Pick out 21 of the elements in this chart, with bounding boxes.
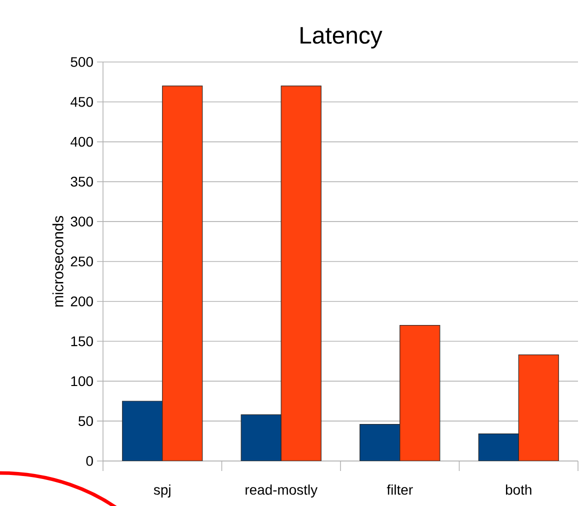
bar [478,434,519,461]
x-tick-label: filter [386,484,413,495]
y-tick-label: 250 [70,256,93,266]
x-tick-label: spj [154,484,170,498]
y-tick-label: 400 [70,136,93,147]
y-tick-label: 0 [86,456,93,466]
y-tick-label: 450 [70,96,93,107]
y-axis-title: microseconds [52,216,64,307]
y-tick-label: 300 [70,216,93,227]
y-tick-label: 50 [78,416,93,426]
bar [122,400,163,461]
y-tick-label: 150 [71,336,93,346]
y-tick-label: 200 [70,296,93,306]
chart-title: Latency [300,27,382,48]
y-tick-label: 350 [70,176,93,187]
x-tick-label: read-mostly [246,484,318,498]
bar [240,414,282,461]
y-tick-label: 100 [71,376,93,386]
bar [360,424,400,461]
x-tick-label: both [506,484,532,495]
y-tick-label: 500 [70,57,93,67]
